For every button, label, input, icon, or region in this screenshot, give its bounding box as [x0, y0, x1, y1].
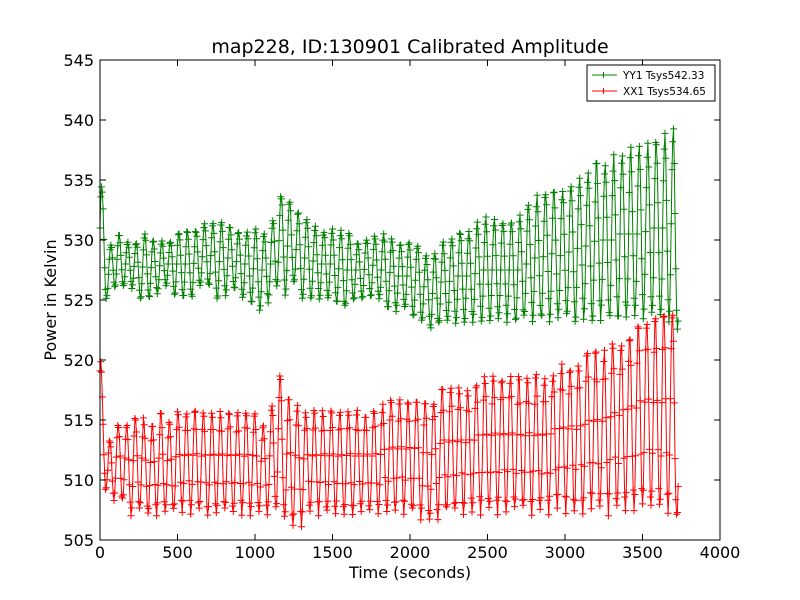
- x-axis-ticks: 0 500 1000 1500 2000 2500 3000 3500 4000: [95, 60, 740, 562]
- x-tick-label: 1000: [235, 543, 276, 562]
- y-tick-label: 515: [63, 411, 94, 430]
- legend-entry-label: YY1 Tsys542.33: [622, 70, 704, 82]
- legend-swatch-marker: [601, 72, 606, 78]
- x-tick-label: 2000: [390, 543, 431, 562]
- x-axis-label: Time (seconds): [348, 563, 471, 582]
- y-axis-ticks: 505 510 515 520 525 530 535 540 545: [63, 51, 720, 550]
- x-tick-label: 2500: [467, 543, 508, 562]
- y-tick-label: 530: [63, 231, 94, 250]
- x-tick-label: 3500: [622, 543, 663, 562]
- y-tick-label: 545: [63, 51, 94, 70]
- y-tick-label: 535: [63, 171, 94, 190]
- legend-box: [586, 64, 716, 102]
- y-tick-label: 520: [63, 351, 94, 370]
- series-xx1: [96, 311, 682, 531]
- y-axis-label: Power in Kelvin: [41, 239, 60, 360]
- x-tick-label: 3000: [545, 543, 586, 562]
- y-tick-label: 540: [63, 111, 94, 130]
- x-tick-label: 1500: [312, 543, 353, 562]
- y-tick-label: 525: [63, 291, 94, 310]
- y-tick-label: 510: [63, 471, 94, 490]
- legend-entry-label: XX1 Tsys534.65: [623, 86, 706, 98]
- series-layer: [96, 125, 682, 531]
- legend: YY1 Tsys542.33 XX1 Tsys534.65: [586, 64, 716, 102]
- x-tick-label: 0: [95, 543, 105, 562]
- x-tick-label: 500: [162, 543, 193, 562]
- legend-swatch-marker: [601, 88, 606, 94]
- x-tick-label: 4000: [700, 543, 741, 562]
- y-tick-label: 505: [63, 531, 94, 550]
- chart-title: map228, ID:130901 Calibrated Amplitude: [211, 36, 608, 58]
